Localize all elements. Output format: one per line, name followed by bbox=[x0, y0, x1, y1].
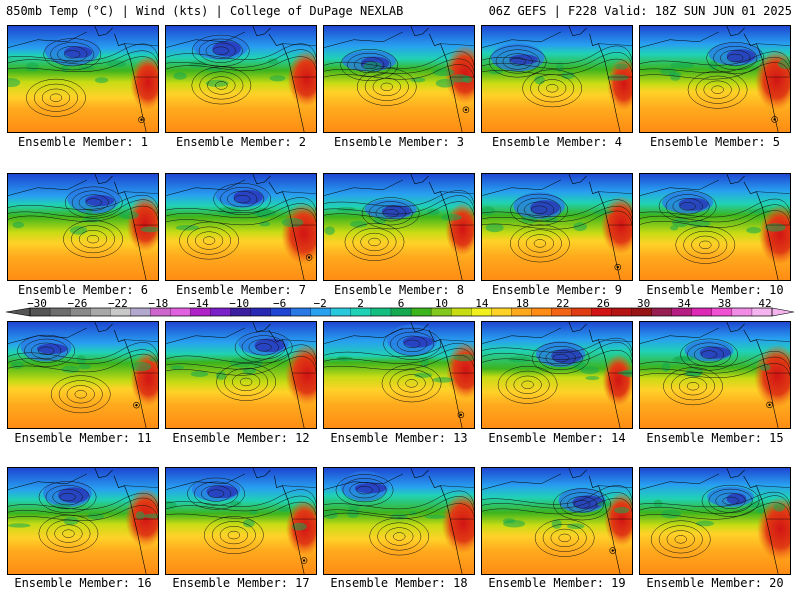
colorbar-tick-label: 14 bbox=[475, 297, 489, 310]
colorbar-tick-label: −10 bbox=[229, 297, 250, 310]
ensemble-member-label-13: Ensemble Member: 13 bbox=[330, 431, 468, 445]
ensemble-member-label-17: Ensemble Member: 17 bbox=[172, 576, 310, 590]
ensemble-member-label-18: Ensemble Member: 18 bbox=[330, 576, 468, 590]
ensemble-member-label-19: Ensemble Member: 19 bbox=[488, 576, 626, 590]
ensemble-map-2 bbox=[165, 25, 317, 133]
ensemble-map-19 bbox=[481, 467, 633, 575]
ensemble-map-8 bbox=[323, 173, 475, 281]
colorbar-tick-label: −22 bbox=[107, 297, 128, 310]
colorbar-tick-label: −30 bbox=[27, 297, 47, 310]
colorbar-tick-label: −26 bbox=[67, 297, 88, 310]
colorbar-tick-label: 42 bbox=[758, 297, 772, 310]
colorbar-tick-label: 38 bbox=[717, 297, 732, 310]
colorbar-tick-label: 6 bbox=[397, 297, 405, 310]
temperature-colorbar bbox=[5, 307, 795, 317]
ensemble-map-17 bbox=[165, 467, 317, 575]
colorbar-tick-label: 18 bbox=[515, 297, 529, 310]
header-run-info: 06Z GEFS | F228 Valid: 18Z SUN JUN 01 20… bbox=[488, 4, 792, 18]
colorbar-tick-label: −6 bbox=[273, 297, 287, 310]
ensemble-member-label-6: Ensemble Member: 6 bbox=[17, 283, 149, 297]
colorbar-tick-label: 2 bbox=[357, 297, 364, 310]
ensemble-member-label-20: Ensemble Member: 20 bbox=[646, 576, 784, 590]
ensemble-map-14 bbox=[481, 321, 633, 429]
ensemble-map-12 bbox=[165, 321, 317, 429]
ensemble-map-9 bbox=[481, 173, 633, 281]
ensemble-map-4 bbox=[481, 25, 633, 133]
ensemble-map-6 bbox=[7, 173, 159, 281]
ensemble-member-label-7: Ensemble Member: 7 bbox=[175, 283, 307, 297]
ensemble-map-7 bbox=[165, 173, 317, 281]
colorbar-tick-label: 22 bbox=[556, 297, 570, 310]
ensemble-map-10 bbox=[639, 173, 791, 281]
ensemble-member-label-4: Ensemble Member: 4 bbox=[491, 135, 623, 149]
header-title: 850mb Temp (°C) | Wind (kts) | College o… bbox=[6, 4, 404, 18]
colorbar-tick-label: 26 bbox=[596, 297, 610, 310]
ensemble-member-label-3: Ensemble Member: 3 bbox=[333, 135, 465, 149]
ensemble-map-18 bbox=[323, 467, 475, 575]
colorbar-tick-label: 10 bbox=[434, 297, 449, 310]
ensemble-member-label-15: Ensemble Member: 15 bbox=[646, 431, 784, 445]
ensemble-member-label-9: Ensemble Member: 9 bbox=[491, 283, 623, 297]
ensemble-member-label-12: Ensemble Member: 12 bbox=[172, 431, 310, 445]
ensemble-map-20 bbox=[639, 467, 791, 575]
ensemble-member-label-11: Ensemble Member: 11 bbox=[14, 431, 152, 445]
ensemble-member-label-2: Ensemble Member: 2 bbox=[175, 135, 307, 149]
ensemble-member-label-14: Ensemble Member: 14 bbox=[488, 431, 626, 445]
ensemble-member-label-8: Ensemble Member: 8 bbox=[333, 283, 465, 297]
ensemble-member-label-1: Ensemble Member: 1 bbox=[17, 135, 149, 149]
colorbar-tick-label: −2 bbox=[313, 297, 327, 310]
ensemble-map-13 bbox=[323, 321, 475, 429]
ensemble-map-5 bbox=[639, 25, 791, 133]
ensemble-member-label-5: Ensemble Member: 5 bbox=[649, 135, 781, 149]
ensemble-member-label-10: Ensemble Member: 10 bbox=[646, 283, 784, 297]
colorbar-tick-label: 30 bbox=[637, 297, 651, 310]
ensemble-member-label-16: Ensemble Member: 16 bbox=[14, 576, 152, 590]
colorbar-tick-label: 34 bbox=[677, 297, 691, 310]
ensemble-map-3 bbox=[323, 25, 475, 133]
ensemble-map-16 bbox=[7, 467, 159, 575]
ensemble-map-11 bbox=[7, 321, 159, 429]
colorbar-tick-label: −14 bbox=[188, 297, 209, 310]
colorbar-tick-label: −18 bbox=[148, 297, 169, 310]
ensemble-map-1 bbox=[7, 25, 159, 133]
ensemble-map-15 bbox=[639, 321, 791, 429]
